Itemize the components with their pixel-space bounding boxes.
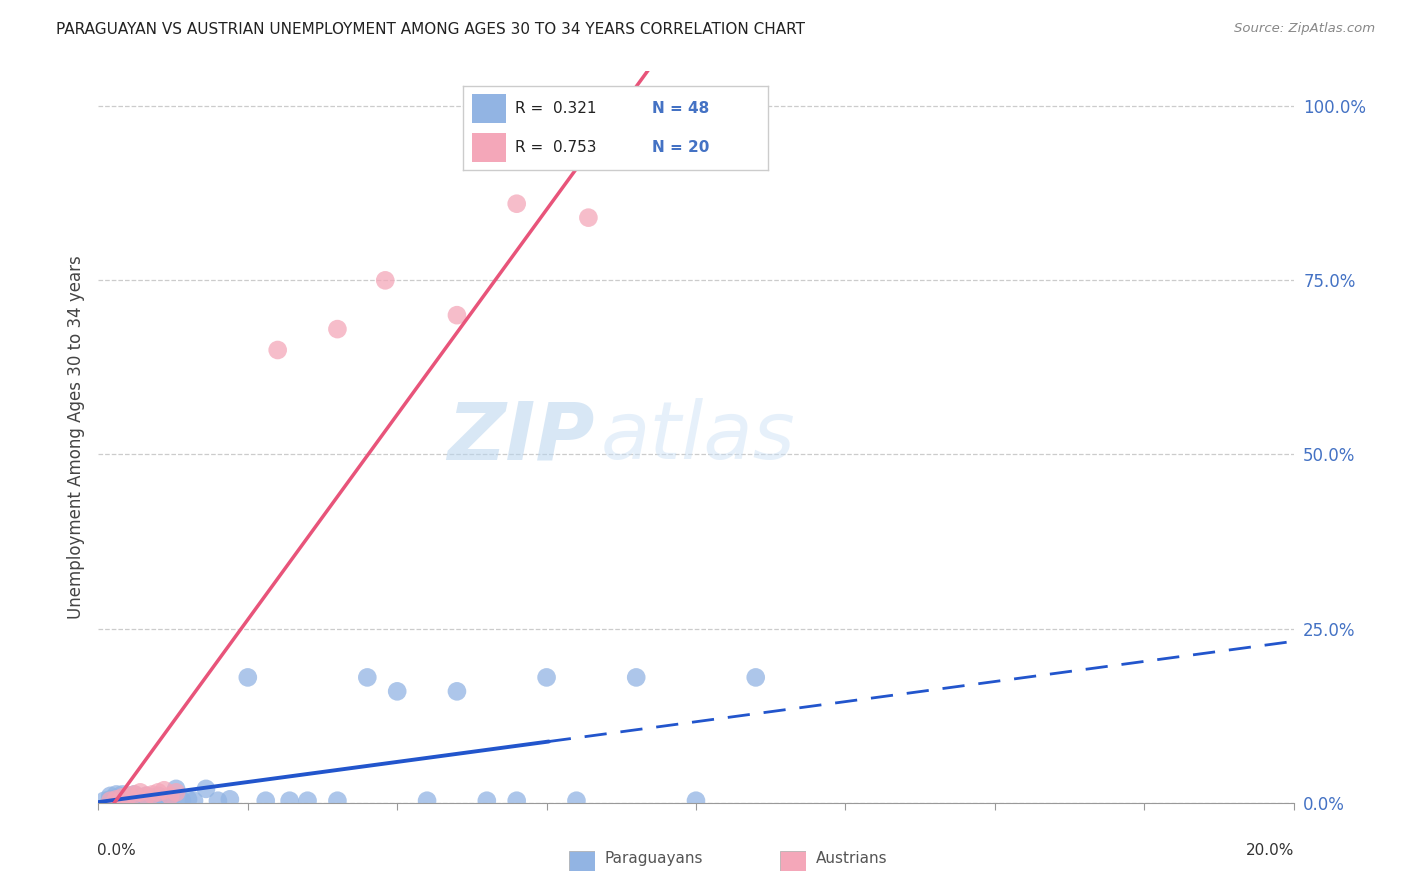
Point [637, 113, 659, 128]
Point [685, 110, 707, 124]
Point [172, 794, 194, 808]
Point [153, 792, 176, 806]
Point [254, 794, 277, 808]
Point [165, 781, 187, 796]
Point [326, 322, 349, 336]
Point [506, 794, 529, 808]
Point [117, 794, 139, 808]
Point [129, 785, 152, 799]
Point [446, 308, 468, 322]
Point [117, 789, 139, 803]
Point [111, 790, 134, 805]
Point [111, 790, 134, 805]
Text: 0.0%: 0.0% [97, 843, 136, 858]
Point [536, 670, 558, 684]
Point [374, 273, 396, 287]
Point [124, 791, 146, 805]
Point [105, 792, 128, 806]
Point [117, 791, 139, 805]
Point [148, 794, 170, 808]
Text: ZIP: ZIP [447, 398, 595, 476]
Point [565, 794, 588, 808]
Point [124, 788, 146, 802]
Point [141, 794, 163, 808]
Point [297, 794, 319, 808]
Point [117, 789, 139, 803]
Point [135, 789, 157, 803]
Point [98, 789, 122, 803]
Point [124, 788, 146, 802]
Point [159, 794, 181, 808]
Point [207, 794, 229, 808]
Text: 20.0%: 20.0% [1246, 843, 1295, 858]
Point [148, 785, 170, 799]
Point [159, 789, 181, 803]
Point [506, 196, 529, 211]
Point [135, 789, 157, 803]
Point [135, 794, 157, 808]
Point [219, 792, 242, 806]
Y-axis label: Unemployment Among Ages 30 to 34 years: Unemployment Among Ages 30 to 34 years [66, 255, 84, 619]
Point [98, 794, 122, 808]
Text: Paraguayans: Paraguayans [605, 851, 703, 865]
Point [626, 670, 648, 684]
Point [356, 670, 378, 684]
Point [385, 684, 409, 698]
Point [105, 788, 128, 802]
Text: Austrians: Austrians [815, 851, 887, 865]
Point [578, 211, 600, 225]
Point [177, 792, 200, 806]
Point [141, 788, 163, 802]
Point [326, 794, 349, 808]
Point [93, 794, 115, 808]
Point [267, 343, 290, 357]
Point [685, 794, 707, 808]
Point [141, 791, 163, 805]
Point [148, 789, 170, 803]
Point [153, 783, 176, 797]
Point [416, 794, 439, 808]
Point [111, 788, 134, 802]
Text: atlas: atlas [600, 398, 796, 476]
Point [446, 684, 468, 698]
Point [745, 670, 768, 684]
Point [475, 794, 498, 808]
Text: PARAGUAYAN VS AUSTRIAN UNEMPLOYMENT AMONG AGES 30 TO 34 YEARS CORRELATION CHART: PARAGUAYAN VS AUSTRIAN UNEMPLOYMENT AMON… [56, 22, 806, 37]
Point [236, 670, 259, 684]
Point [195, 781, 218, 796]
Point [129, 790, 152, 805]
Point [129, 794, 152, 808]
Point [98, 792, 122, 806]
Point [278, 794, 301, 808]
Point [105, 791, 128, 805]
Text: Source: ZipAtlas.com: Source: ZipAtlas.com [1234, 22, 1375, 36]
Point [105, 794, 128, 808]
Point [183, 794, 205, 808]
Point [111, 794, 134, 808]
Point [124, 794, 146, 808]
Point [165, 785, 187, 799]
